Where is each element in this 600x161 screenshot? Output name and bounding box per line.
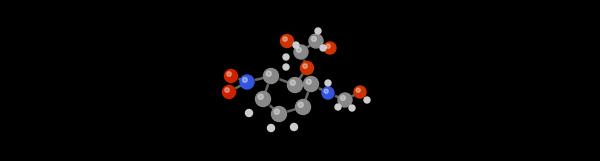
Circle shape (298, 102, 304, 107)
Circle shape (354, 86, 366, 98)
Circle shape (349, 105, 355, 111)
Circle shape (287, 77, 302, 93)
Circle shape (268, 124, 275, 132)
Circle shape (301, 62, 314, 75)
Circle shape (295, 46, 309, 60)
Circle shape (283, 54, 289, 60)
Circle shape (227, 72, 232, 76)
Circle shape (281, 35, 295, 48)
Circle shape (306, 79, 311, 84)
Circle shape (241, 76, 255, 90)
Circle shape (339, 94, 353, 108)
Circle shape (224, 70, 238, 82)
Circle shape (242, 77, 247, 82)
Circle shape (245, 109, 253, 117)
Circle shape (293, 42, 299, 48)
Circle shape (303, 64, 307, 68)
Circle shape (355, 87, 367, 99)
Circle shape (309, 34, 323, 48)
Circle shape (283, 64, 289, 70)
Circle shape (305, 77, 320, 93)
Circle shape (356, 88, 360, 92)
Circle shape (281, 34, 293, 47)
Circle shape (324, 89, 328, 93)
Circle shape (296, 47, 301, 52)
Circle shape (272, 108, 287, 123)
Circle shape (296, 100, 311, 115)
Circle shape (223, 85, 235, 99)
Circle shape (302, 62, 314, 76)
Circle shape (325, 80, 331, 86)
Circle shape (258, 94, 263, 99)
Circle shape (304, 76, 319, 91)
Circle shape (225, 88, 229, 92)
Circle shape (283, 37, 287, 41)
Circle shape (326, 44, 331, 48)
Circle shape (290, 123, 298, 131)
Circle shape (315, 28, 321, 34)
Circle shape (320, 45, 326, 51)
Circle shape (257, 93, 271, 108)
Circle shape (311, 36, 316, 41)
Circle shape (310, 35, 324, 49)
Circle shape (289, 79, 304, 94)
Circle shape (340, 95, 346, 100)
Circle shape (256, 91, 271, 106)
Circle shape (290, 80, 295, 85)
Circle shape (324, 42, 336, 54)
Circle shape (335, 104, 341, 110)
Circle shape (296, 99, 311, 114)
Circle shape (294, 45, 308, 59)
Circle shape (226, 71, 239, 84)
Circle shape (266, 71, 271, 76)
Circle shape (325, 43, 337, 55)
Circle shape (263, 68, 278, 84)
Circle shape (223, 86, 236, 99)
Circle shape (240, 75, 254, 89)
Circle shape (338, 93, 352, 107)
Circle shape (271, 106, 287, 122)
Circle shape (364, 97, 370, 103)
Circle shape (265, 70, 280, 85)
Circle shape (322, 87, 334, 99)
Circle shape (274, 109, 280, 114)
Circle shape (323, 88, 335, 100)
